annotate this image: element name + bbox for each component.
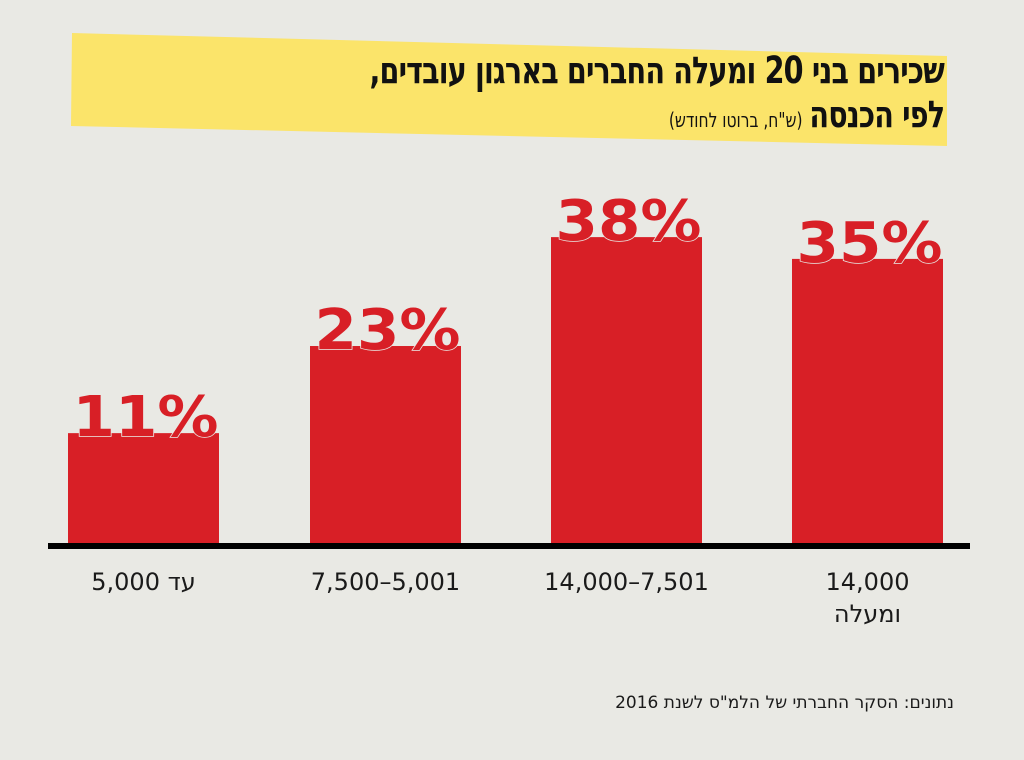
bar-3	[551, 237, 702, 545]
bars-group	[68, 237, 943, 545]
chart-title-line-1: שכירים בני 20 ומעלה החברים בארגון עובדים…	[369, 49, 945, 92]
x-tick-label-line: 14,000	[825, 568, 910, 596]
x-tick-label-line: ומעלה	[833, 600, 902, 629]
value-labels-group: 11% 23% 38% 35%	[72, 188, 944, 451]
x-tick-label-1: עד 5,000	[34, 566, 254, 598]
value-label-2: 23%	[315, 298, 461, 363]
chart-subtitle: (ש"ח, ברוטו לחודש)	[668, 108, 803, 132]
bar-2	[310, 346, 461, 545]
value-label-1: 11%	[73, 385, 219, 450]
value-label-3: 38%	[556, 189, 702, 254]
chart-title-line-2: לפי הכנסה(ש"ח, ברוטו לחודש)	[668, 93, 945, 136]
chart-title-line-2-text: לפי הכנסה	[809, 93, 945, 136]
x-axis-line	[48, 543, 970, 549]
x-tick-label-4: 14,000 ומעלה	[758, 566, 978, 631]
source-note: נתונים: הסקר החברתי של הלמ"ס לשנת 2016	[615, 693, 954, 713]
bar-1	[68, 433, 219, 545]
x-tick-label-2: 7,500–5,001	[276, 566, 496, 598]
x-tick-label-line: 7,500–5,001	[310, 568, 461, 596]
x-tick-label-3: 14,000–7,501	[517, 566, 737, 598]
bar-4	[792, 258, 943, 545]
x-tick-label-line: עד 5,000	[91, 568, 196, 596]
value-label-4: 35%	[797, 211, 943, 276]
x-tick-label-line: 14,000–7,501	[544, 568, 709, 596]
